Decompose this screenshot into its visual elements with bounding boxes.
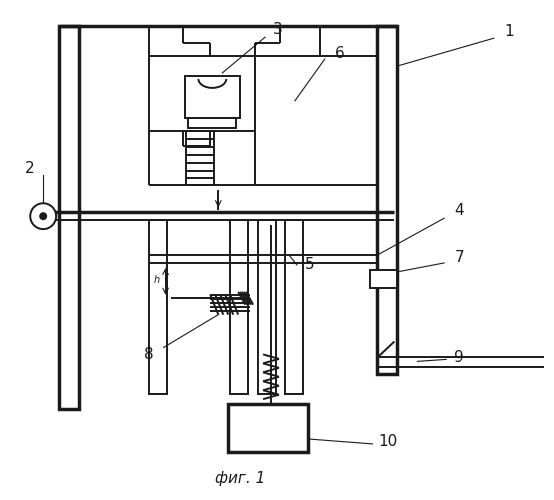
Text: фиг. 1: фиг. 1 <box>215 471 265 486</box>
Text: 8: 8 <box>144 347 153 362</box>
Circle shape <box>30 204 56 229</box>
Text: 4: 4 <box>454 202 464 218</box>
Bar <box>148 220 167 394</box>
Text: 2: 2 <box>24 161 34 176</box>
Text: 7: 7 <box>454 250 464 266</box>
Bar <box>186 76 240 118</box>
Bar <box>230 220 248 394</box>
Bar <box>377 26 397 374</box>
Bar <box>258 220 276 394</box>
Text: 3: 3 <box>273 22 283 36</box>
Text: 10: 10 <box>378 434 397 450</box>
Bar <box>228 404 308 452</box>
Circle shape <box>39 212 47 220</box>
Bar <box>285 220 303 394</box>
Bar <box>188 118 236 128</box>
Bar <box>59 26 79 409</box>
Bar <box>370 270 397 288</box>
Text: 5: 5 <box>305 258 315 272</box>
Text: 6: 6 <box>335 46 345 60</box>
Text: h: h <box>153 275 160 285</box>
Text: 9: 9 <box>454 350 464 365</box>
Text: 1: 1 <box>504 24 514 38</box>
